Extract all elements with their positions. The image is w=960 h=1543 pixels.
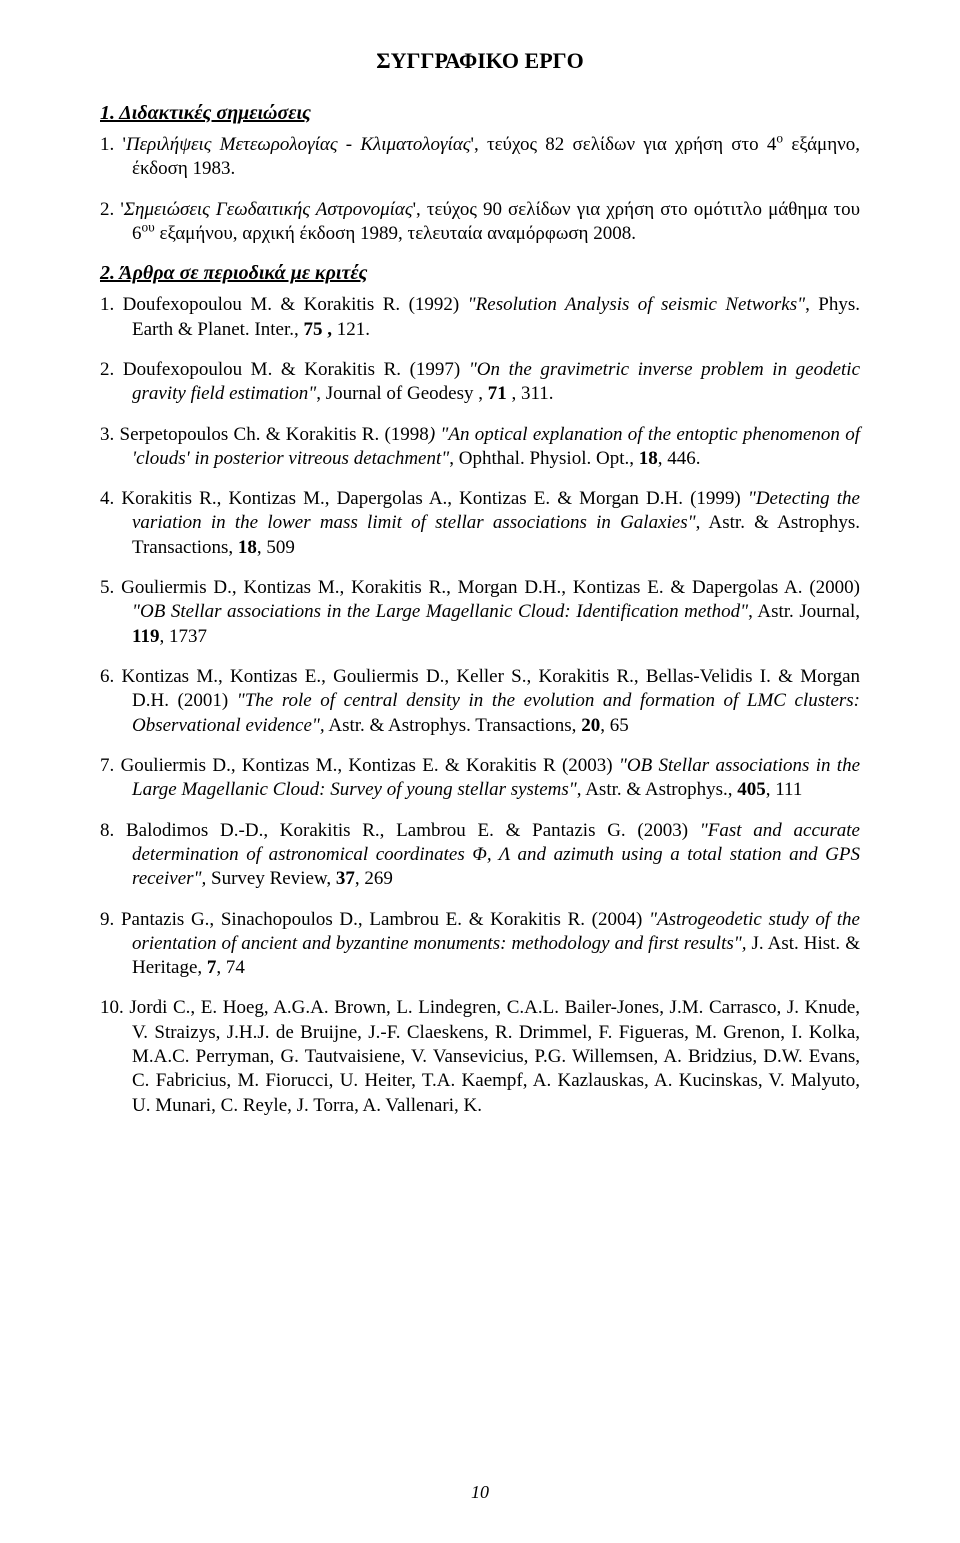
item-number: 9. — [100, 909, 114, 930]
item-tail1: Astr. & Astrophys. Transactions, — [325, 715, 582, 736]
page-number: 10 — [0, 1482, 960, 1503]
item-number: 1. — [100, 134, 114, 155]
list-item: 4. Korakitis R., Kontizas M., Dapergolas… — [100, 487, 860, 560]
list-item: 8. Balodimos D.-D., Korakitis R., Lambro… — [100, 819, 860, 892]
item-title: Περιλήψεις Μετεωρολογίας - Κλιματολογίας — [126, 134, 471, 155]
item-vol: 18 — [639, 448, 658, 469]
item-tail2: , 446. — [658, 448, 701, 469]
item-number: 8. — [100, 820, 114, 841]
item-authors: Jordi C., E. Hoeg, A.G.A. Brown, L. Lind… — [129, 997, 860, 1115]
item-vol: 20 — [581, 715, 600, 736]
item-tail: εξαμήνου, αρχική έκδοση 1989, τελευταία … — [155, 223, 636, 244]
item-tail2: , 311. — [507, 383, 554, 404]
item-authors: Balodimos D.-D., Korakitis R., Lambrou E… — [126, 820, 700, 841]
item-number: 5. — [100, 577, 114, 598]
item-tail1: , Astr. & Astrophys., — [577, 779, 737, 800]
item-tail2: 121. — [332, 319, 370, 340]
list-item: 2. 'Σημειώσεις Γεωδαιτικής Αστρονομίας',… — [100, 198, 860, 247]
item-number: 7. — [100, 755, 114, 776]
item-tail1: Survey Review, — [206, 868, 336, 889]
item-tail2: , 509 — [257, 537, 295, 558]
item-title: Σημειώσεις Γεωδαιτικής Αστρονομίας — [124, 199, 413, 220]
item-vol: 7 — [207, 957, 217, 978]
item-tail2: , 111 — [766, 779, 803, 800]
list-item: 9. Pantazis G., Sinachopoulos D., Lambro… — [100, 908, 860, 981]
item-tail2: , 65 — [600, 715, 629, 736]
list-item: 3. Serpetopoulos Ch. & Korakitis R. (199… — [100, 423, 860, 472]
item-authors: Korakitis R., Kontizas M., Dapergolas A.… — [121, 488, 747, 509]
list-item: 6. Kontizas M., Kontizas E., Gouliermis … — [100, 665, 860, 738]
item-number: 6. — [100, 666, 114, 687]
item-authors: Doufexopoulou M. & Korakitis R. (1992) — [123, 294, 468, 315]
item-number: 3. — [100, 424, 114, 445]
page-title: ΣΥΓΓΡΑΦΙΚΟ ΕΡΓΟ — [100, 48, 860, 74]
item-sup: ου — [142, 220, 155, 235]
item-title: "OB Stellar associations in the Large Ma… — [132, 601, 748, 622]
item-authors: Serpetopoulos Ch. & Korakitis R. (1998 — [120, 424, 429, 445]
item-number: 2. — [100, 199, 114, 220]
item-number: 1. — [100, 294, 114, 315]
list-item: 10. Jordi C., E. Hoeg, A.G.A. Brown, L. … — [100, 996, 860, 1118]
list-item: 1. 'Περιλήψεις Μετεωρολογίας - Κλιματολο… — [100, 133, 860, 182]
item-number: 10. — [100, 997, 124, 1018]
item-tail1: , Ophthal. Physiol. Opt., — [449, 448, 638, 469]
item-title: "Resolution Analysis of seismic Networks… — [468, 294, 805, 315]
item-tail2: , 74 — [216, 957, 245, 978]
item-vol: 119 — [132, 626, 159, 647]
item-tail2: , 269 — [355, 868, 393, 889]
list-item: 2. Doufexopoulou M. & Korakitis R. (1997… — [100, 358, 860, 407]
item-vol: 18 — [238, 537, 257, 558]
item-vol: 405 — [737, 779, 766, 800]
list-item: 1. Doufexopoulou M. & Korakitis R. (1992… — [100, 293, 860, 342]
item-authors: Pantazis G., Sinachopoulos D., Lambrou E… — [121, 909, 649, 930]
section-1-heading: 1. Διδακτικές σημειώσεις — [100, 102, 860, 125]
item-authors: Gouliermis D., Kontizas M., Kontizas E. … — [121, 755, 619, 776]
section-2-list: 1. Doufexopoulou M. & Korakitis R. (1992… — [100, 293, 860, 1118]
item-vol: 37 — [336, 868, 355, 889]
item-vol: 75 , — [303, 319, 332, 340]
item-tail2: , 1737 — [159, 626, 207, 647]
item-number: 4. — [100, 488, 114, 509]
item-rest: , τεύχος 82 σελίδων για χρήση στο 4 — [474, 134, 776, 155]
section-2-heading: 2. Άρθρα σε περιοδικά με κριτές — [100, 262, 860, 285]
item-number: 2. — [100, 359, 114, 380]
list-item: 7. Gouliermis D., Kontizas M., Kontizas … — [100, 754, 860, 803]
item-vol: 71 — [488, 383, 507, 404]
item-tail1: , Astr. Journal, — [748, 601, 860, 622]
list-item: 5. Gouliermis D., Kontizas M., Korakitis… — [100, 576, 860, 649]
item-tail1: , Journal of Geodesy , — [316, 383, 488, 404]
item-authors: Gouliermis D., Kontizas M., Korakitis R.… — [121, 577, 860, 598]
section-1-list: 1. 'Περιλήψεις Μετεωρολογίας - Κλιματολο… — [100, 133, 860, 246]
item-authors: Doufexopoulou M. & Korakitis R. (1997) — [123, 359, 469, 380]
document-page: ΣΥΓΓΡΑΦΙΚΟ ΕΡΓΟ 1. Διδακτικές σημειώσεις… — [0, 0, 960, 1543]
